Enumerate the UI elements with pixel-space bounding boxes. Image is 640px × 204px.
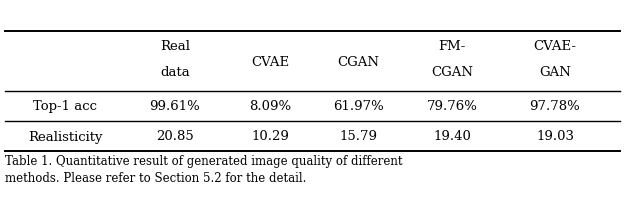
Text: CGAN: CGAN xyxy=(431,65,473,78)
Text: 99.61%: 99.61% xyxy=(150,100,200,113)
Text: 10.29: 10.29 xyxy=(251,130,289,143)
Text: Real: Real xyxy=(160,40,190,53)
Text: data: data xyxy=(160,65,190,78)
Text: CVAE: CVAE xyxy=(251,55,289,68)
Text: methods. Please refer to Section 5.2 for the detail.: methods. Please refer to Section 5.2 for… xyxy=(5,171,307,184)
Text: 15.79: 15.79 xyxy=(339,130,377,143)
Text: 20.85: 20.85 xyxy=(156,130,194,143)
Text: 19.40: 19.40 xyxy=(433,130,471,143)
Text: Realisticity: Realisticity xyxy=(28,130,102,143)
Text: 79.76%: 79.76% xyxy=(427,100,477,113)
Text: 61.97%: 61.97% xyxy=(333,100,383,113)
Text: Table 1. Quantitative result of generated image quality of different: Table 1. Quantitative result of generate… xyxy=(5,154,403,167)
Text: GAN: GAN xyxy=(539,65,571,78)
Text: 8.09%: 8.09% xyxy=(249,100,291,113)
Text: 19.03: 19.03 xyxy=(536,130,574,143)
Text: Top-1 acc: Top-1 acc xyxy=(33,100,97,113)
Text: CVAE-: CVAE- xyxy=(534,40,577,53)
Text: FM-: FM- xyxy=(438,40,466,53)
Text: CGAN: CGAN xyxy=(337,55,379,68)
Text: 97.78%: 97.78% xyxy=(530,100,580,113)
